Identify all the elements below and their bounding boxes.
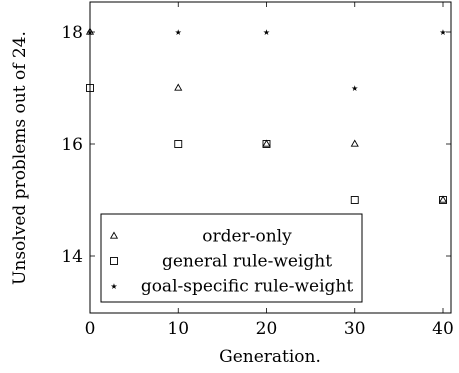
- y-tick-label: 14: [61, 247, 83, 267]
- x-tick-label: 20: [256, 319, 278, 339]
- star-point: ★: [175, 28, 182, 37]
- legend-box: [100, 213, 363, 303]
- legend-square-marker: [110, 257, 118, 265]
- square-point: [86, 84, 94, 92]
- square-point: [174, 140, 183, 148]
- star-point: ★: [351, 84, 358, 93]
- legend: order-only general rule-weight ★ goal-speci…: [100, 213, 363, 303]
- legend-entries: order-only general rule-weight ★ goal-speci…: [109, 227, 354, 297]
- data-points: ★ ★ ★ ★ ★: [85, 27, 448, 204]
- legend-label: general rule-weight: [162, 252, 332, 272]
- star-point: ★: [439, 28, 446, 37]
- triangle-point: [350, 139, 359, 147]
- triangle-point: [262, 139, 271, 147]
- y-tick-label: 16: [61, 135, 83, 155]
- x-tick-label: 30: [344, 319, 366, 339]
- x-tick-label: 10: [167, 319, 189, 339]
- legend-triangle-marker: [109, 231, 119, 239]
- tick-labels: 0 10 20 30 40 14 16 18: [61, 23, 453, 339]
- x-tick-label: 0: [85, 319, 96, 339]
- x-tick-label: 40: [432, 319, 454, 339]
- triangle-point: [438, 195, 448, 203]
- y-tick-label: 18: [61, 23, 83, 43]
- square-point: [350, 196, 359, 204]
- x-axis-label: Generation.: [219, 347, 321, 367]
- square-point: [262, 140, 271, 148]
- legend-star-marker: ★: [110, 282, 117, 291]
- legend-label: goal-specific rule-weight: [141, 277, 354, 297]
- y-axis-label: Unsolved problems out of 24.: [10, 31, 30, 285]
- square-point: [439, 196, 447, 204]
- legend-label: order-only: [202, 227, 292, 247]
- ticks: [89, 2, 451, 313]
- triangle-point: [85, 27, 95, 35]
- star-point: ★: [263, 28, 270, 37]
- star-point: ★: [86, 28, 93, 37]
- plot-frame: [89, 1, 452, 314]
- triangle-point: [174, 83, 183, 91]
